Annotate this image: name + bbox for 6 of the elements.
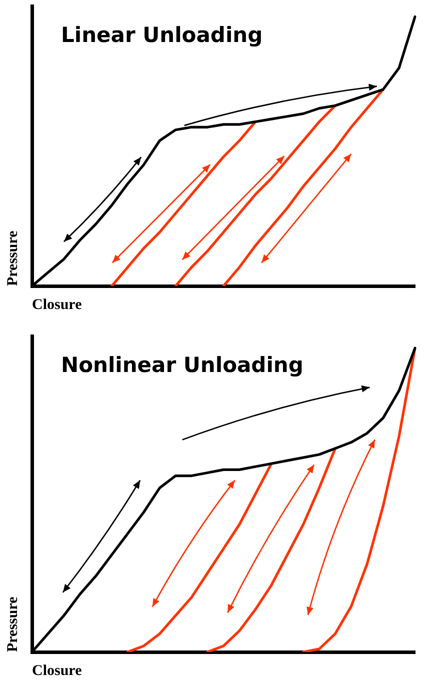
chart-title: Linear Unloading — [61, 23, 263, 47]
x-axis-title: Closure — [32, 296, 82, 313]
y-axis-title: Pressure — [4, 230, 21, 286]
chart-title: Nonlinear Unloading — [61, 353, 304, 377]
y-axis-title: Pressure — [4, 596, 21, 652]
x-axis-title: Closure — [32, 662, 82, 679]
